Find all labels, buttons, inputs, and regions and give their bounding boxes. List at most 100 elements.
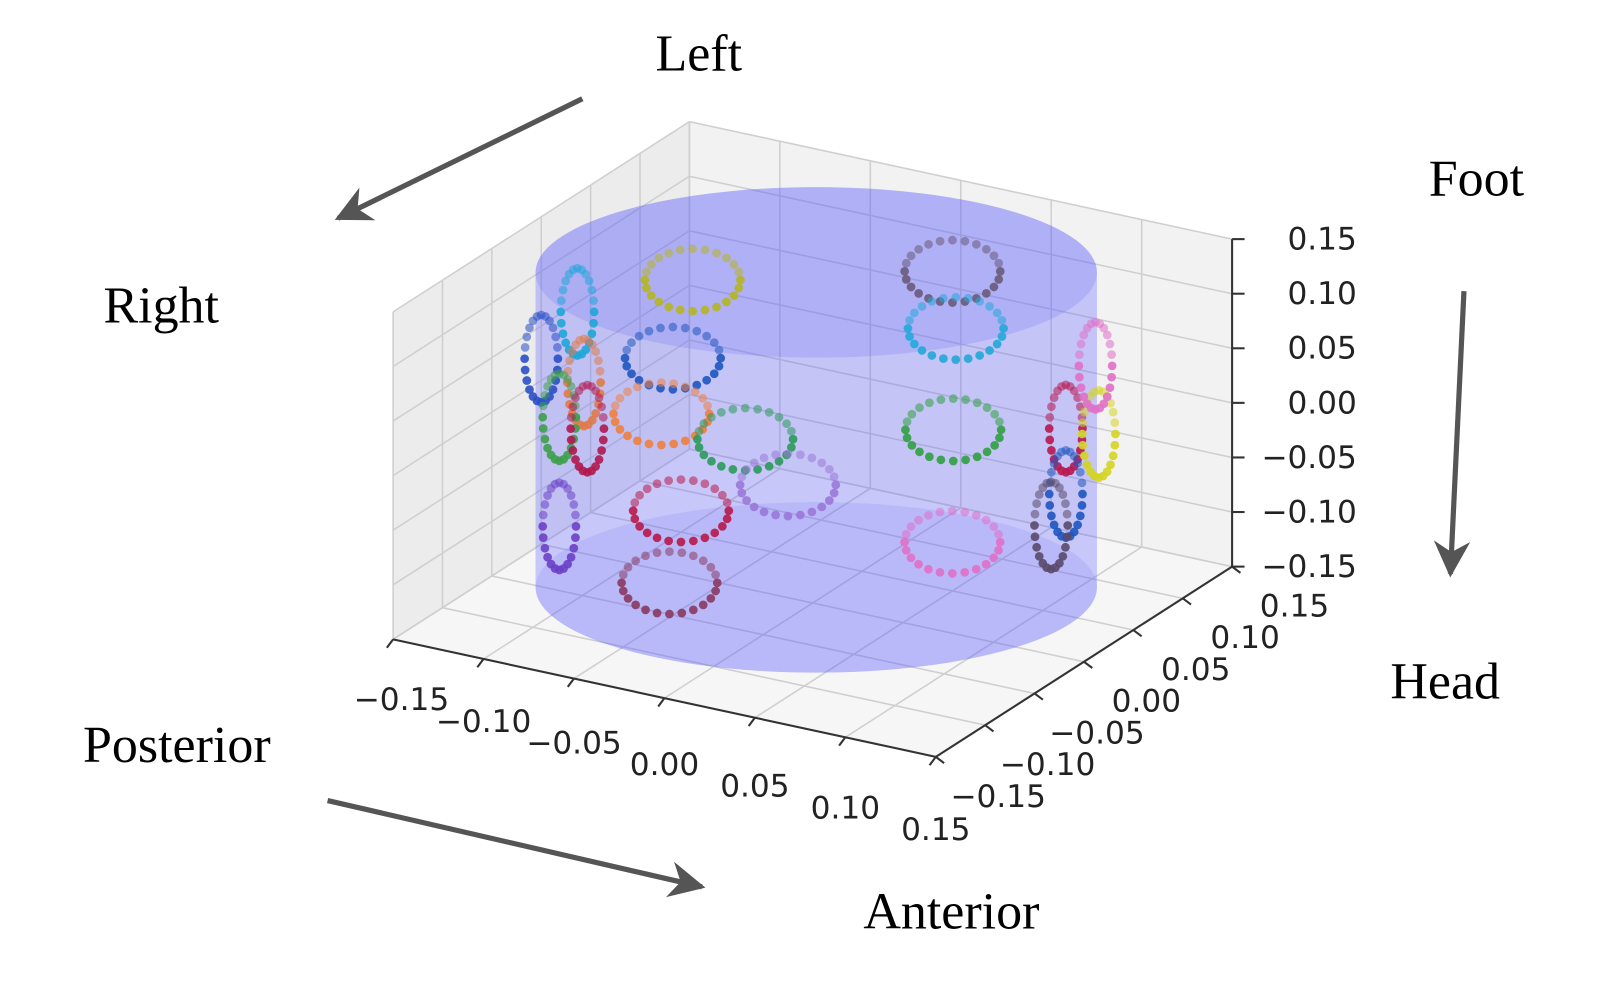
ring-point <box>948 394 958 403</box>
x-tick-label: 0.00 <box>630 747 699 783</box>
ring-point <box>981 244 991 254</box>
ring-point <box>1107 350 1116 359</box>
ring-point <box>1105 383 1115 393</box>
ring-point <box>568 446 578 455</box>
ring-point <box>788 434 798 444</box>
ring-point <box>971 564 981 574</box>
ring-point <box>652 479 662 489</box>
ring-point <box>753 404 762 414</box>
ring-point <box>566 491 576 500</box>
ring-point <box>688 306 697 316</box>
ring-point <box>646 291 656 300</box>
ring-point <box>722 498 732 508</box>
ring-point <box>716 407 726 417</box>
ring-point <box>546 450 556 460</box>
ring-point <box>1107 361 1117 371</box>
ring-point <box>710 484 720 494</box>
ring-point <box>710 528 720 538</box>
ring-point <box>540 434 550 444</box>
ring-point <box>525 323 534 333</box>
ring-point <box>782 419 791 429</box>
ring-point <box>654 297 664 307</box>
ring-point <box>556 307 566 317</box>
ring-point <box>1030 521 1039 530</box>
y-tick-label: −0.10 <box>1000 747 1096 783</box>
ring-point <box>910 339 919 349</box>
label-head: Head <box>1390 654 1500 711</box>
ring-point <box>656 323 665 333</box>
ring-point <box>700 479 710 489</box>
ring-point <box>905 332 914 341</box>
ring-point <box>707 412 716 422</box>
z-tick-label: 0.05 <box>1287 331 1356 367</box>
ring-point <box>901 529 911 539</box>
ring-point <box>540 543 550 553</box>
y-tick <box>1132 629 1143 638</box>
ring-point <box>633 382 642 392</box>
ring-point <box>676 537 686 547</box>
ring-point <box>724 506 734 516</box>
ring-point <box>1106 460 1115 470</box>
ring-point <box>716 461 726 471</box>
ring-point <box>563 375 573 384</box>
ring-point <box>574 462 584 471</box>
ring-point <box>654 253 664 263</box>
ring-point <box>1073 458 1082 468</box>
label-posterior: Posterior <box>83 717 271 774</box>
ring-point <box>975 351 985 360</box>
ring-point <box>1034 490 1044 499</box>
ring-point <box>540 391 550 400</box>
ring-point <box>1038 558 1048 568</box>
ring-point <box>992 308 1002 318</box>
ring-points <box>520 235 1120 619</box>
ring-point <box>548 323 558 333</box>
ring-point <box>563 484 573 493</box>
ring-point <box>1049 458 1059 468</box>
ring-point <box>817 502 827 512</box>
ring-point <box>924 239 933 249</box>
ring-point <box>587 329 597 339</box>
ring-point <box>994 545 1003 555</box>
ring-point <box>963 354 973 363</box>
ring-point <box>906 251 916 261</box>
ring-point <box>985 346 994 355</box>
ring-point <box>634 331 644 341</box>
ring-point <box>543 381 552 391</box>
ring-point <box>995 433 1004 443</box>
ring-point <box>589 296 598 306</box>
ring-point <box>771 450 780 460</box>
ring-point <box>1061 542 1070 552</box>
y-tick <box>1083 660 1093 669</box>
z-tick-label: 0.00 <box>1287 385 1356 421</box>
ring-point <box>623 594 633 603</box>
ring-point <box>635 490 644 500</box>
ring-point <box>688 244 697 254</box>
y-tick <box>1033 692 1044 701</box>
ring-point <box>566 424 576 434</box>
ring-point <box>1075 350 1084 359</box>
ring-point <box>717 490 727 500</box>
ring-point <box>581 269 591 279</box>
ring-point <box>961 395 971 405</box>
ring-point <box>566 552 576 562</box>
ring-point <box>522 332 532 342</box>
ring-point <box>675 245 685 255</box>
ring-point <box>597 402 607 412</box>
ring-point <box>1099 323 1109 333</box>
ring-point <box>595 366 605 376</box>
ring-point <box>594 455 604 464</box>
ring-point <box>680 323 690 333</box>
ring-point <box>994 258 1004 268</box>
ring-point <box>545 316 554 326</box>
ring-point <box>1047 511 1056 521</box>
ring-point <box>1069 451 1079 461</box>
ring-point <box>1032 499 1042 508</box>
ring-point <box>596 378 605 387</box>
ring-point <box>1078 440 1088 450</box>
ring-point <box>951 292 961 302</box>
ring-point <box>961 455 971 465</box>
ring-point <box>665 547 674 557</box>
ring-point <box>901 274 911 284</box>
ring-point <box>642 528 652 538</box>
ring-point <box>807 507 817 517</box>
